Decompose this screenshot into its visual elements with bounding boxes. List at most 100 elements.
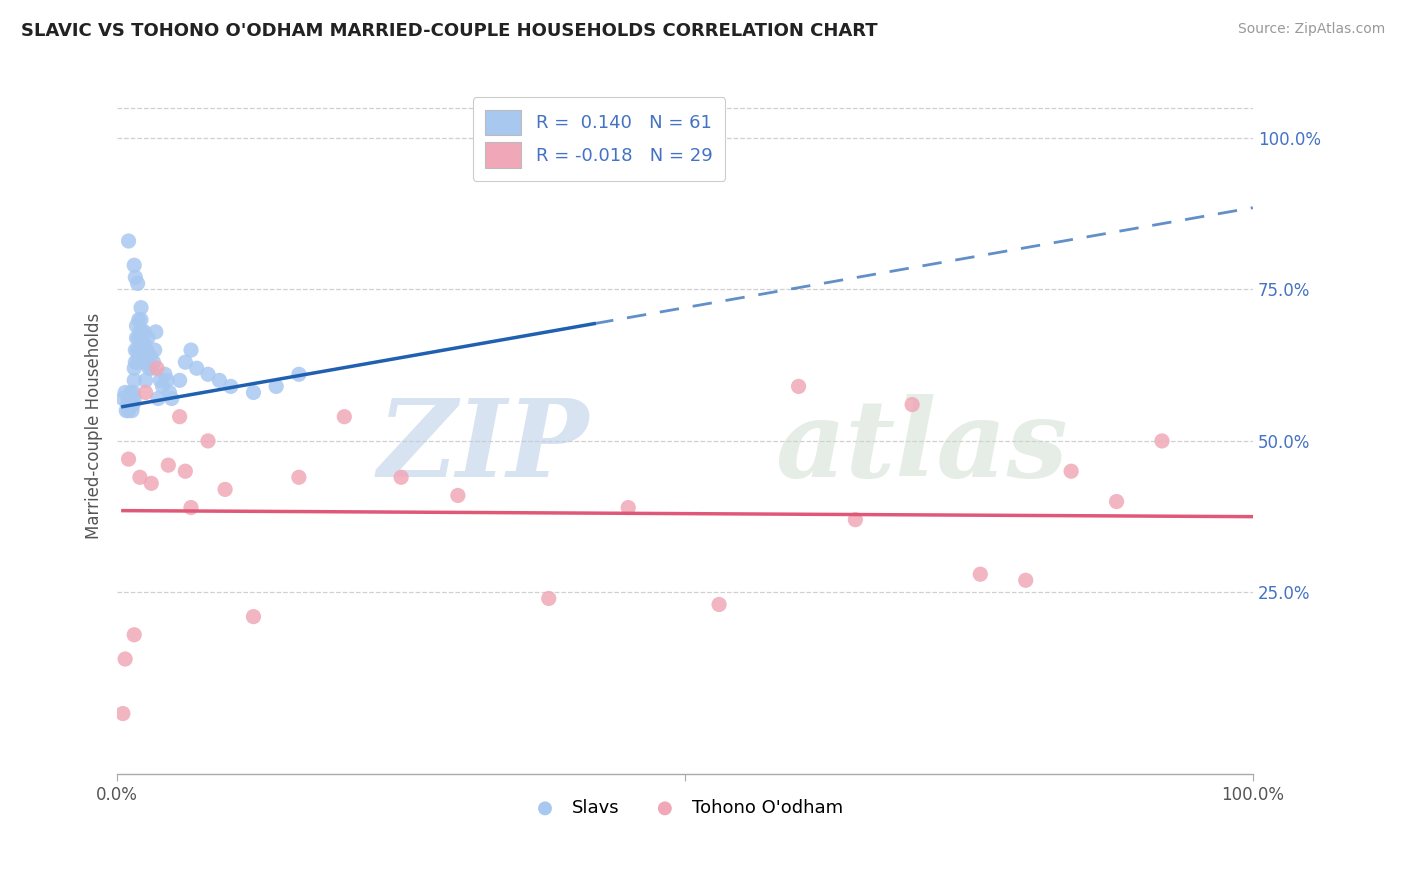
Point: [111, 706, 134, 721]
Point: [219, 379, 242, 393]
Point: [617, 500, 640, 515]
Point: [117, 392, 139, 406]
Legend: Slavs, Tohono O'odham: Slavs, Tohono O'odham: [520, 792, 851, 824]
Point: [143, 343, 166, 357]
Point: [129, 470, 152, 484]
Point: [117, 403, 139, 417]
Point: [264, 379, 287, 393]
Point: [138, 361, 160, 376]
Point: [197, 434, 219, 448]
Point: [135, 373, 157, 387]
Point: [389, 470, 412, 484]
Point: [117, 398, 139, 412]
Point: [117, 234, 139, 248]
Point: [127, 277, 149, 291]
Point: [146, 361, 169, 376]
Point: [169, 373, 191, 387]
Point: [118, 398, 141, 412]
Point: [129, 325, 152, 339]
Point: [122, 398, 145, 412]
Point: [128, 331, 150, 345]
Point: [128, 312, 150, 326]
Point: [121, 392, 143, 406]
Point: [242, 385, 264, 400]
Text: SLAVIC VS TOHONO O'ODHAM MARRIED-COUPLE HOUSEHOLDS CORRELATION CHART: SLAVIC VS TOHONO O'ODHAM MARRIED-COUPLE …: [21, 22, 877, 40]
Point: [122, 373, 145, 387]
Point: [131, 343, 153, 357]
Point: [129, 301, 152, 315]
Point: [132, 343, 155, 357]
Point: [124, 343, 146, 357]
Point: [136, 331, 159, 345]
Point: [1060, 464, 1083, 478]
Point: [707, 598, 730, 612]
Point: [288, 368, 311, 382]
Point: [111, 392, 134, 406]
Text: ZIP: ZIP: [377, 393, 589, 500]
Point: [131, 325, 153, 339]
Point: [145, 325, 167, 339]
Point: [117, 452, 139, 467]
Point: [114, 652, 136, 666]
Point: [157, 458, 180, 472]
Point: [122, 628, 145, 642]
Point: [156, 373, 179, 387]
Point: [127, 355, 149, 369]
Point: [125, 331, 148, 345]
Point: [141, 361, 163, 376]
Point: [124, 355, 146, 369]
Point: [153, 368, 176, 382]
Text: atlas: atlas: [776, 393, 1069, 500]
Point: [134, 325, 156, 339]
Point: [333, 409, 356, 424]
Point: [127, 343, 149, 357]
Point: [115, 403, 138, 417]
Point: [1105, 494, 1128, 508]
Point: [288, 470, 311, 484]
Point: [537, 591, 560, 606]
Point: [122, 361, 145, 376]
Point: [1150, 434, 1173, 448]
Point: [114, 385, 136, 400]
Point: [160, 392, 183, 406]
Point: [174, 355, 197, 369]
Point: [146, 392, 169, 406]
Point: [142, 355, 165, 369]
Point: [122, 258, 145, 272]
Point: [132, 355, 155, 369]
Point: [159, 385, 181, 400]
Point: [122, 392, 145, 406]
Point: [139, 349, 162, 363]
Point: [129, 312, 152, 326]
Point: [174, 464, 197, 478]
Point: [180, 343, 202, 357]
Point: [135, 385, 157, 400]
Point: [152, 379, 174, 393]
Y-axis label: Married-couple Households: Married-couple Households: [86, 313, 103, 539]
Point: [787, 379, 810, 393]
Point: [129, 343, 152, 357]
Point: [214, 483, 236, 497]
Point: [120, 385, 142, 400]
Point: [141, 476, 163, 491]
Point: [844, 513, 866, 527]
Point: [120, 398, 142, 412]
Point: [1015, 574, 1038, 588]
Point: [169, 409, 191, 424]
Point: [135, 343, 157, 357]
Point: [186, 361, 208, 376]
Point: [121, 403, 143, 417]
Point: [134, 337, 156, 351]
Point: [197, 368, 219, 382]
Point: [149, 373, 172, 387]
Point: [242, 609, 264, 624]
Point: [208, 373, 231, 387]
Point: [447, 488, 470, 502]
Point: [125, 318, 148, 333]
Text: Source: ZipAtlas.com: Source: ZipAtlas.com: [1237, 22, 1385, 37]
Point: [180, 500, 202, 515]
Point: [124, 270, 146, 285]
Point: [135, 355, 157, 369]
Point: [901, 398, 924, 412]
Point: [969, 567, 991, 582]
